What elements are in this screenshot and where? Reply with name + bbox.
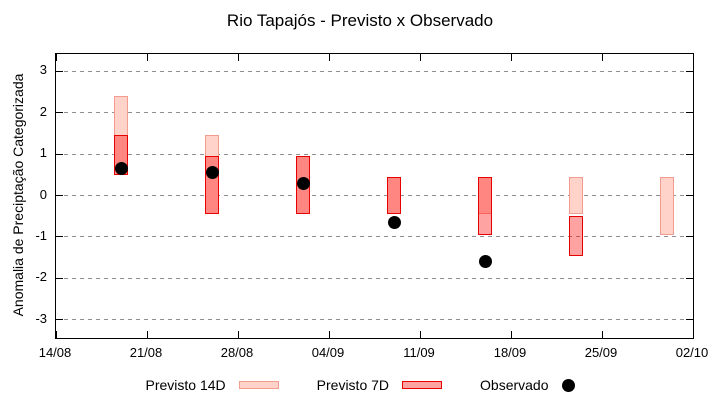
x-tick-mark bbox=[146, 54, 148, 61]
y-tick-mark bbox=[56, 112, 63, 114]
x-tick-label: 21/08 bbox=[129, 345, 163, 360]
x-tick-label: 14/08 bbox=[38, 345, 72, 360]
x-tick-mark bbox=[419, 54, 421, 61]
y-tick-label: 1 bbox=[39, 145, 47, 161]
y-tick-mark bbox=[56, 70, 63, 72]
plot-area bbox=[55, 53, 694, 339]
x-tick-label: 11/09 bbox=[403, 345, 435, 360]
x-tick-mark bbox=[692, 331, 694, 338]
x-tick-mark bbox=[55, 331, 57, 338]
x-tick-label: 02/10 bbox=[675, 345, 709, 360]
y-tick-label: 3 bbox=[39, 62, 47, 78]
legend-item-previsto-7d: Previsto 7D bbox=[316, 377, 443, 393]
chart-title: Rio Tapajós - Previsto x Observado bbox=[226, 11, 494, 30]
y-tick-mark bbox=[686, 236, 693, 238]
x-tick-label: 18/09 bbox=[493, 345, 527, 360]
x-tick-mark bbox=[55, 54, 57, 61]
y-tick-label: -3 bbox=[35, 310, 47, 326]
legend-label-observado: Observado bbox=[480, 377, 549, 393]
x-tick-mark bbox=[692, 54, 694, 61]
x-tick-label: 28/08 bbox=[220, 345, 254, 360]
x-tick-mark bbox=[328, 54, 330, 61]
legend-label-previsto-7d: Previsto 7D bbox=[316, 377, 390, 393]
grid-line bbox=[56, 277, 693, 279]
y-tick-label: -2 bbox=[35, 269, 47, 285]
x-tick-mark bbox=[510, 54, 512, 61]
x-tick-mark bbox=[146, 331, 148, 338]
grid-line bbox=[56, 153, 693, 155]
x-tick-mark bbox=[328, 331, 330, 338]
x-tick-mark bbox=[419, 331, 421, 338]
y-tick-label: 2 bbox=[39, 103, 47, 119]
x-tick-mark bbox=[237, 331, 239, 338]
grid-line bbox=[56, 195, 693, 196]
y-tick-mark bbox=[686, 112, 693, 114]
y-tick-mark bbox=[686, 70, 693, 72]
observado-dot bbox=[478, 255, 492, 269]
observado-dot-icon bbox=[561, 378, 575, 392]
y-tick-label: 0 bbox=[39, 186, 47, 202]
observado-dot bbox=[387, 215, 401, 229]
x-tick-mark bbox=[510, 331, 512, 338]
x-tick-label: 04/09 bbox=[311, 345, 345, 360]
previsto-14d-swatch-icon bbox=[238, 381, 279, 389]
legend-item-observado: Observado bbox=[480, 377, 575, 393]
grid-line bbox=[56, 70, 693, 72]
y-tick-mark bbox=[686, 153, 693, 155]
y-tick-mark bbox=[56, 277, 63, 279]
legend-item-previsto-14d: Previsto 14D bbox=[146, 377, 279, 393]
y-tick-label: -1 bbox=[35, 227, 47, 243]
previsto-14d-bar bbox=[569, 176, 583, 215]
y-tick-mark bbox=[56, 236, 63, 238]
y-tick-mark bbox=[686, 319, 693, 321]
previsto-7d-swatch-icon bbox=[402, 381, 443, 389]
legend-label-previsto-14d: Previsto 14D bbox=[145, 377, 226, 393]
grid-line bbox=[56, 112, 693, 114]
x-tick-mark bbox=[237, 54, 239, 61]
grid-line bbox=[56, 319, 693, 321]
previsto-7d-bar bbox=[387, 176, 401, 215]
observado-dot bbox=[296, 176, 310, 190]
x-tick-label: 25/09 bbox=[584, 345, 618, 360]
y-tick-mark bbox=[56, 195, 63, 196]
y-tick-mark bbox=[56, 319, 63, 321]
previsto-14d-bar bbox=[660, 176, 674, 235]
observado-dot bbox=[205, 166, 219, 180]
legend: Previsto 14D Previsto 7D Observado bbox=[0, 372, 720, 398]
previsto-7d-bar bbox=[478, 176, 492, 235]
x-tick-mark bbox=[601, 54, 603, 61]
previsto-7d-bar bbox=[569, 216, 583, 256]
y-tick-mark bbox=[686, 195, 693, 196]
observado-dot bbox=[114, 162, 128, 176]
y-tick-mark bbox=[56, 153, 63, 155]
grid-line bbox=[56, 236, 693, 238]
y-tick-mark bbox=[686, 277, 693, 279]
previsto-7d-bar bbox=[205, 156, 219, 215]
x-tick-mark bbox=[601, 331, 603, 338]
